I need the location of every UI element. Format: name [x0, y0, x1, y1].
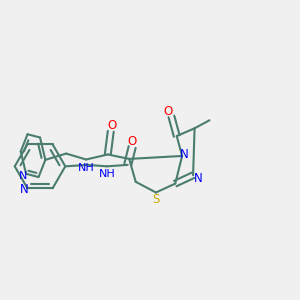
Text: N: N: [194, 172, 203, 185]
Text: N: N: [19, 171, 27, 181]
Text: O: O: [164, 105, 173, 118]
Text: N: N: [20, 183, 29, 196]
Text: S: S: [152, 193, 160, 206]
Text: N: N: [180, 148, 189, 161]
Text: NH: NH: [78, 163, 94, 173]
Text: O: O: [108, 119, 117, 132]
Text: O: O: [128, 135, 137, 148]
Text: NH: NH: [98, 169, 115, 179]
